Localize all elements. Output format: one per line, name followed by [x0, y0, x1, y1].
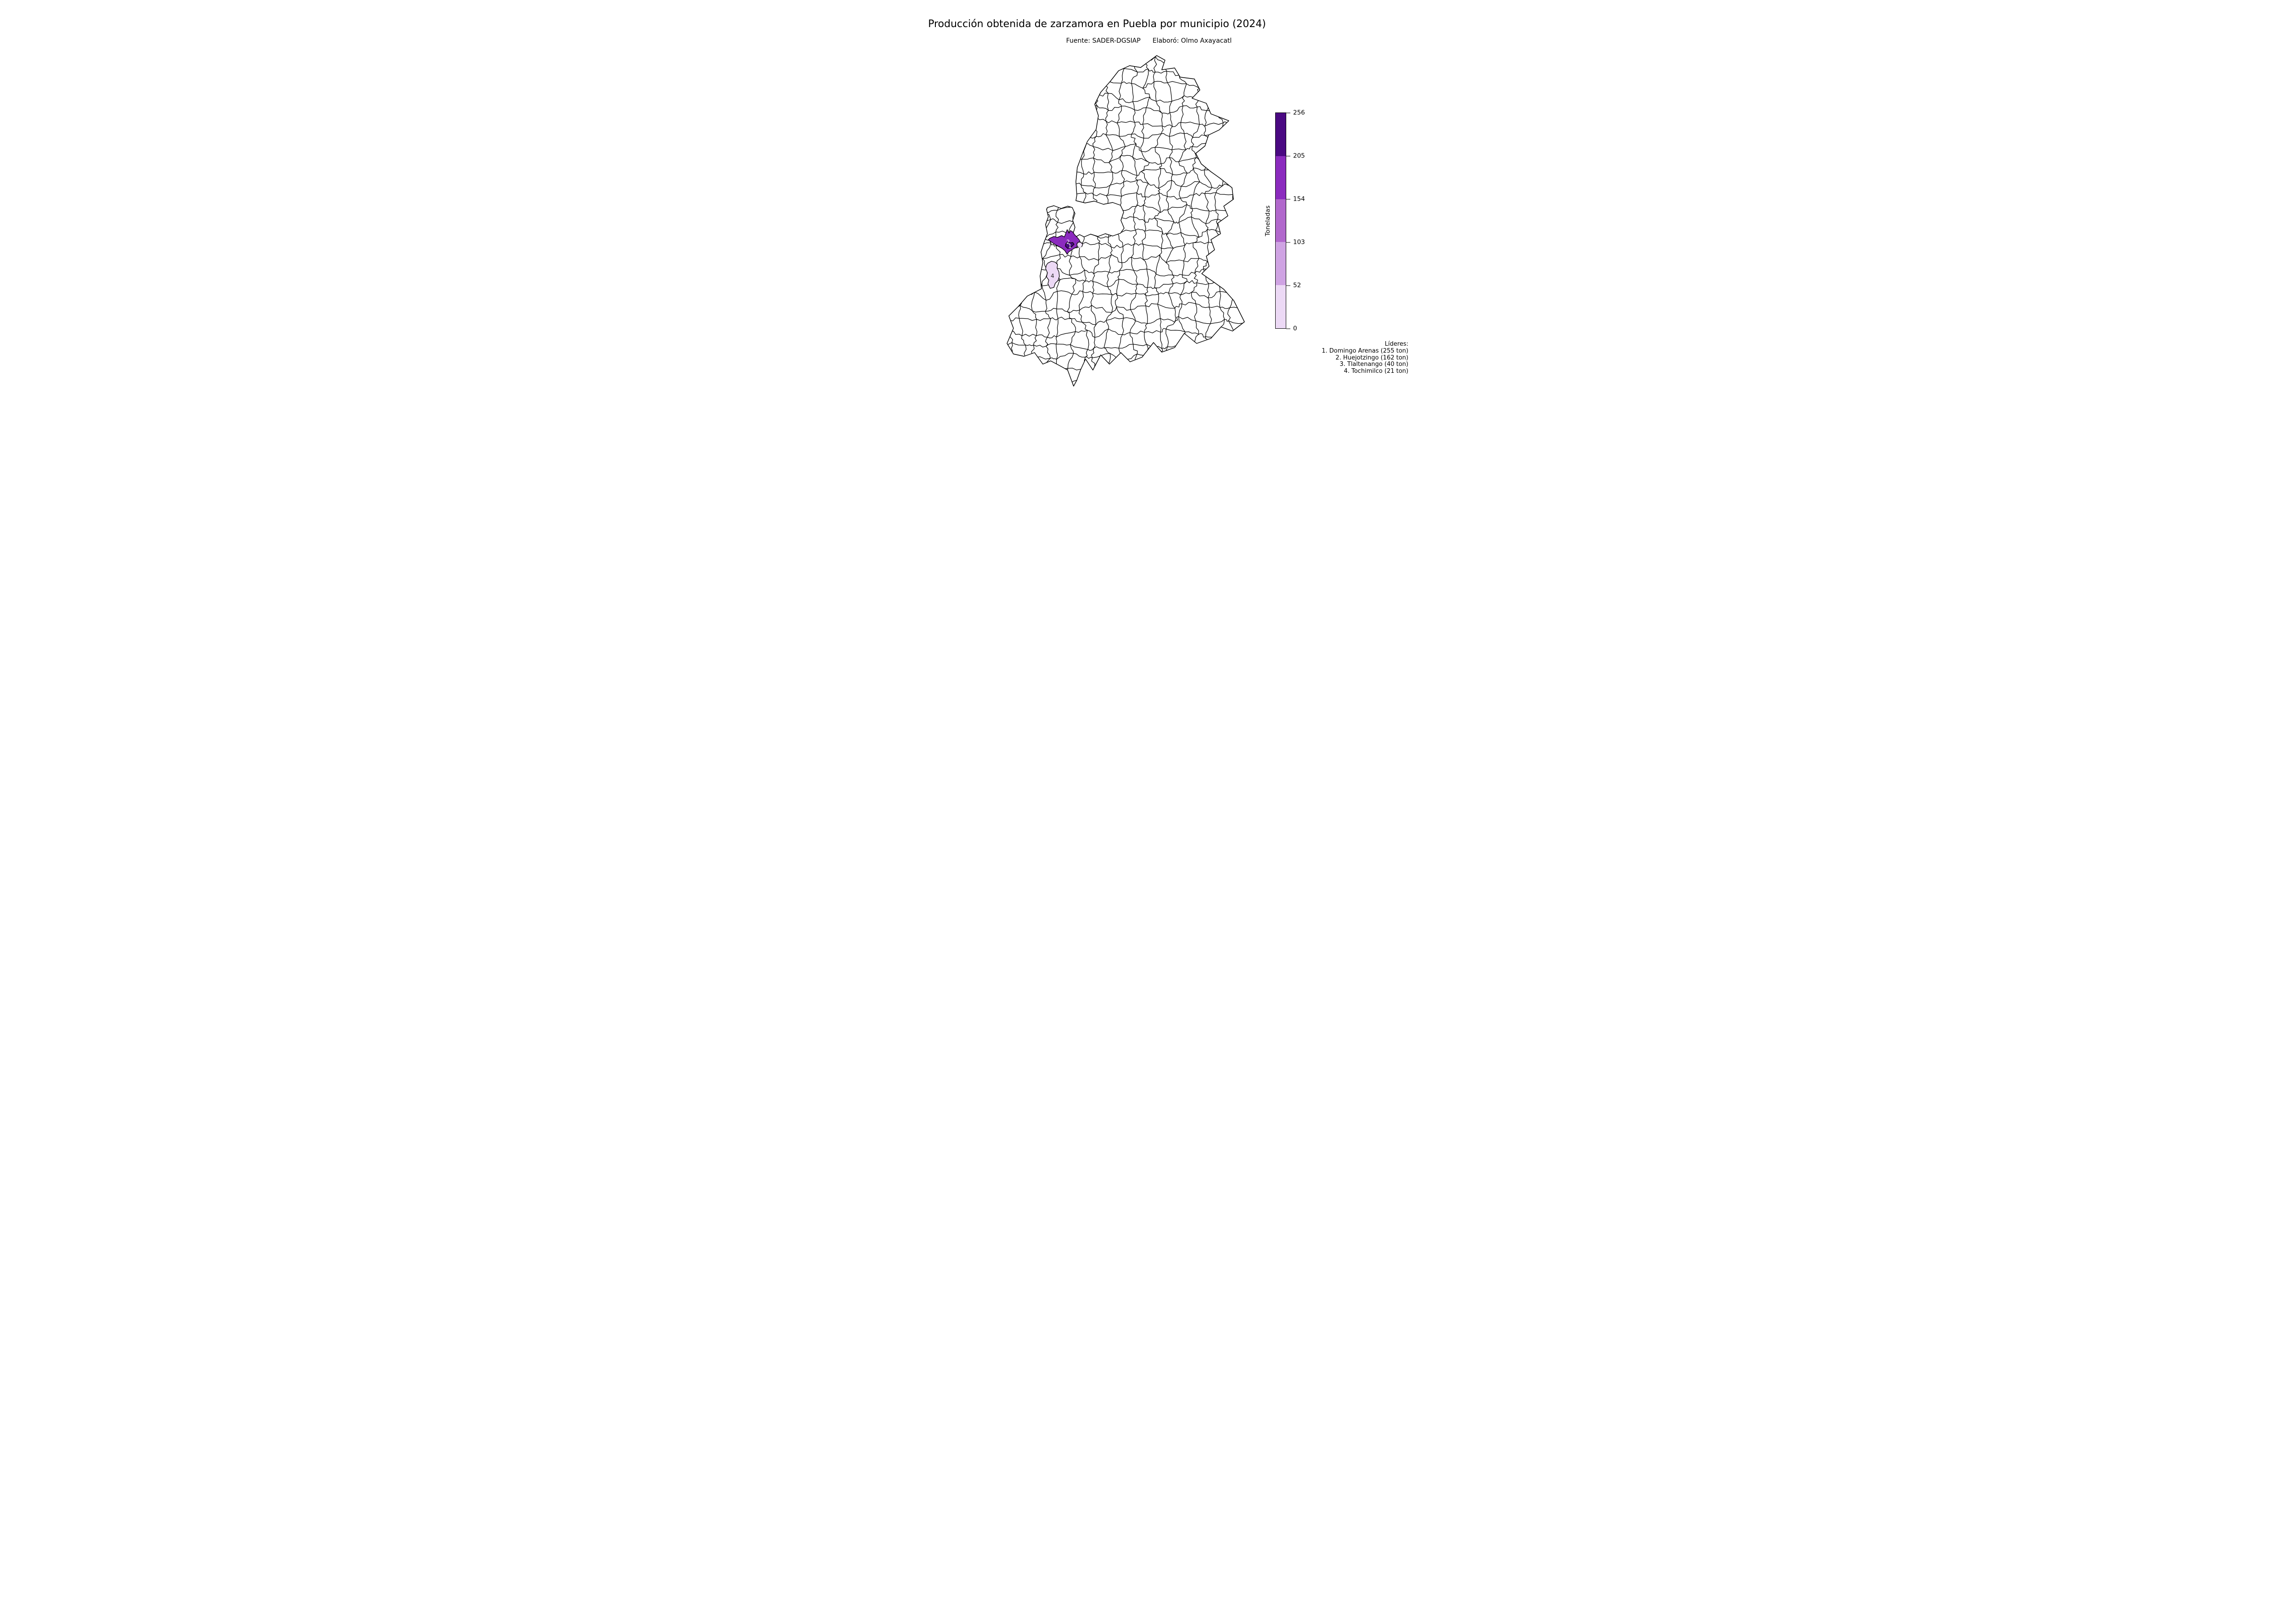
puebla-map: 2 1 3 4	[1007, 55, 1245, 387]
region-tochimilco	[1045, 261, 1060, 289]
state-outline	[1007, 55, 1245, 387]
colorbar-tick-205	[1286, 156, 1290, 157]
colorbar-tick-label-52: 52	[1293, 281, 1301, 289]
colorbar-tick-154	[1286, 199, 1290, 200]
chart-title: Producción obtenida de zarzamora en Pueb…	[928, 18, 1266, 30]
colorbar-segment-103-154	[1276, 199, 1286, 242]
colorbar-segment-205-256	[1276, 113, 1286, 156]
figure-canvas: Producción obtenida de zarzamora en Pueb…	[861, 0, 1435, 402]
leader-item: 2. Huejotzingo (162 ton)	[1335, 354, 1408, 361]
colorbar-tick-label-205: 205	[1293, 152, 1305, 160]
colorbar-bar	[1275, 112, 1286, 329]
colorbar-segment-52-103	[1276, 242, 1286, 286]
colorbar: 256 205 154 103 52 0	[1275, 109, 1317, 332]
colorbar-axis-label: Toneladas	[1264, 205, 1272, 236]
leaders-heading: Líderes:	[1384, 341, 1408, 348]
source-label: Fuente: SADER-DGSIAP	[1066, 37, 1141, 45]
colorbar-segment-0-52	[1276, 285, 1286, 328]
region-label-3: 3	[1078, 243, 1082, 249]
colorbar-segment-154-205	[1276, 156, 1286, 199]
region-tlaltenango	[1076, 242, 1083, 248]
leader-item: 1. Domingo Arenas (255 ton)	[1322, 347, 1408, 354]
leader-item: 4. Tochimilco (21 ton)	[1344, 368, 1408, 375]
region-label-2: 2	[1066, 239, 1070, 245]
colorbar-tick-label-103: 103	[1293, 238, 1305, 246]
colorbar-tick-label-0: 0	[1293, 325, 1297, 332]
leaders-block: Líderes: 1. Domingo Arenas (255 ton) 2. …	[1322, 341, 1408, 375]
colorbar-tick-label-154: 154	[1293, 195, 1305, 203]
chart-subtitle: Fuente: SADER-DGSIAP Elaboró: Olmo Axaya…	[1008, 37, 1290, 45]
region-domingo-arenas	[1065, 242, 1075, 249]
colorbar-tick-103	[1286, 242, 1290, 243]
author-label: Elaboró: Olmo Axayacatl	[1152, 37, 1232, 45]
region-label-4: 4	[1051, 273, 1054, 279]
leader-item: 3. Tlaltenango (40 ton)	[1339, 361, 1408, 368]
colorbar-tick-label-256: 256	[1293, 109, 1305, 117]
region-label-1: 1	[1068, 243, 1072, 249]
municipality-cells	[1007, 56, 1244, 386]
